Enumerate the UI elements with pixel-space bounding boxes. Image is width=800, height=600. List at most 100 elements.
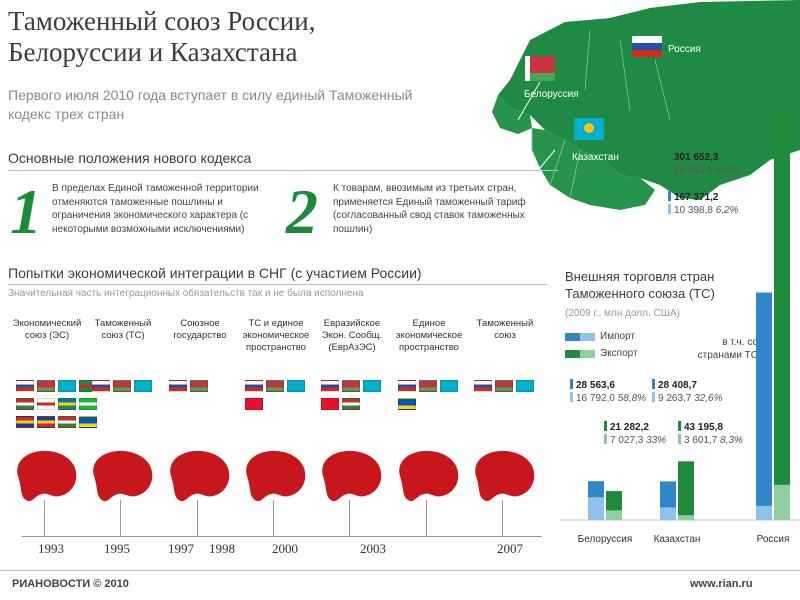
russia-flag-icon xyxy=(632,36,662,57)
legend-import-cis-swatch xyxy=(580,333,595,341)
import-cu-bar xyxy=(756,505,772,520)
export-label-value: 301 652,3 xyxy=(674,152,719,163)
timeline-connector xyxy=(273,500,274,536)
country-flag-icon xyxy=(37,380,55,392)
export-label-marker xyxy=(678,421,681,431)
cis-map-icon xyxy=(17,450,77,502)
legend-import-label: Импорт xyxy=(600,331,635,342)
cis-map-icon xyxy=(246,450,306,502)
legend-cis-line-1: в т.ч. со xyxy=(722,337,758,348)
country-flag-icon xyxy=(495,380,513,392)
legend-cis-line-2: странами ТС xyxy=(697,350,758,361)
import-label-cu-value: 10 398,8 6,2% xyxy=(674,205,739,216)
country-flag-icon xyxy=(287,380,305,392)
integration-divider xyxy=(8,284,548,285)
cis-map-icon xyxy=(170,450,230,502)
integration-stage-label: Экономический союз (ЭС) xyxy=(12,318,82,341)
export-label-cu-marker xyxy=(678,434,681,444)
integration-stage-label: Евразийское Экон. Сообщ. (ЕврАзЭС) xyxy=(321,318,383,353)
export-label-cu-value: 7 027,3 33% xyxy=(610,435,666,446)
import-label-value: 167 371,2 xyxy=(674,192,719,203)
belarus-map-label: Белоруссия xyxy=(524,89,579,100)
timeline-year: 1998 xyxy=(209,541,235,556)
country-flag-icon xyxy=(16,398,34,410)
import-label-value: 28 563,6 xyxy=(576,380,615,391)
trade-bar-chart: Белоруссия Казахстан Россия 28 563,6 16 792,… xyxy=(560,110,800,545)
export-label-cu-share: 8,6% xyxy=(716,165,739,176)
timeline-connector xyxy=(349,500,350,536)
export-label-marker xyxy=(668,151,671,161)
export-label-value: 43 195,8 xyxy=(684,422,723,433)
belarus-flag-icon xyxy=(525,56,555,81)
export-label-value: 21 282,2 xyxy=(610,422,649,433)
country-flag-icon xyxy=(398,398,416,410)
country-flag-icon xyxy=(113,380,131,392)
country-flag-icon xyxy=(190,380,208,392)
legend-export-cis-swatch xyxy=(580,350,595,358)
timeline-year: 1995 xyxy=(104,541,130,556)
timeline-year: 2000 xyxy=(272,541,298,556)
page-subtitle: Первого июля 2010 года вступает в силу е… xyxy=(8,87,413,122)
country-flag-icon xyxy=(440,380,458,392)
country-flag-icon xyxy=(245,380,263,392)
import-label-marker xyxy=(668,191,671,201)
timeline-connector xyxy=(120,500,121,536)
footer-url: www.rian.ru xyxy=(690,578,753,590)
russia-territory xyxy=(498,0,800,200)
export-bar xyxy=(774,110,790,520)
category-label: Белоруссия xyxy=(578,534,633,545)
export-label-marker xyxy=(604,421,607,431)
import-label-cu-share: 32,6% xyxy=(694,393,722,404)
legend-cis-label: в т.ч. со странами ТС xyxy=(690,336,758,362)
category-label: Казахстан xyxy=(654,534,701,545)
footer-divider xyxy=(0,570,800,571)
country-flag-icon xyxy=(58,398,76,410)
country-flag-icon xyxy=(37,398,55,410)
timeline-year: 2007 xyxy=(497,541,523,556)
country-flag-icon xyxy=(16,380,34,392)
country-flag-icon xyxy=(58,380,76,392)
timeline-connector xyxy=(426,500,427,536)
integration-stage-label: Таможенный союз xyxy=(476,318,534,341)
cis-map-icon xyxy=(475,450,535,502)
country-flag-icon xyxy=(398,380,416,392)
country-flag-icon xyxy=(37,416,55,428)
cis-map-icon xyxy=(93,450,153,502)
provisions-heading: Основные положения нового кодекса xyxy=(8,150,252,166)
timeline-connector xyxy=(197,500,198,536)
country-flag-icon xyxy=(245,398,263,410)
country-flag-icon xyxy=(516,380,534,392)
import-label-cu-marker xyxy=(668,204,671,214)
provision-1-text: В пределах Единой таможенной территории … xyxy=(52,183,259,235)
country-flag-icon xyxy=(79,416,97,428)
import-label-cu-marker xyxy=(570,392,573,402)
country-flag-icon xyxy=(92,380,110,392)
country-flag-icon xyxy=(58,416,76,428)
timeline-axis xyxy=(22,536,542,537)
belarus-territory xyxy=(492,95,532,134)
import-label-marker xyxy=(570,379,573,389)
import-label-cu-share: 6,2% xyxy=(716,205,739,216)
country-flag-icon xyxy=(474,380,492,392)
country-flag-icon xyxy=(321,398,339,410)
export-label-cu-marker xyxy=(668,164,671,174)
timeline-connector xyxy=(44,500,45,536)
import-label-value: 28 408,7 xyxy=(658,380,697,391)
export-bar xyxy=(678,461,694,520)
integration-stage-label: Союзное государство xyxy=(173,318,227,341)
country-flag-icon xyxy=(419,380,437,392)
import-label-cu-marker xyxy=(652,392,655,402)
kazakhstan-leader-line xyxy=(539,149,556,169)
export-label-cu-value: 25 863,6 8,6% xyxy=(674,165,739,176)
integration-stage-label: Таможенный союз (ТС) xyxy=(94,318,152,341)
integration-subheading: Значительная часть интеграционных обязат… xyxy=(8,288,364,299)
trade-title-line-2: Таможенного союза (ТС) xyxy=(565,286,715,301)
import-cu-bar xyxy=(588,497,604,520)
provision-2-text: К товарам, ввозимым из третьих стран, пр… xyxy=(333,183,526,235)
country-flag-icon xyxy=(363,380,381,392)
export-label-cu-share: 33% xyxy=(646,435,666,446)
export-label-cu-value: 3 601,7 8,3% xyxy=(684,435,743,446)
kazakhstan-flag-icon xyxy=(574,118,604,140)
timeline-connector xyxy=(502,500,503,536)
integration-stage-label: ТС и единое экономическое пространство xyxy=(242,318,310,353)
